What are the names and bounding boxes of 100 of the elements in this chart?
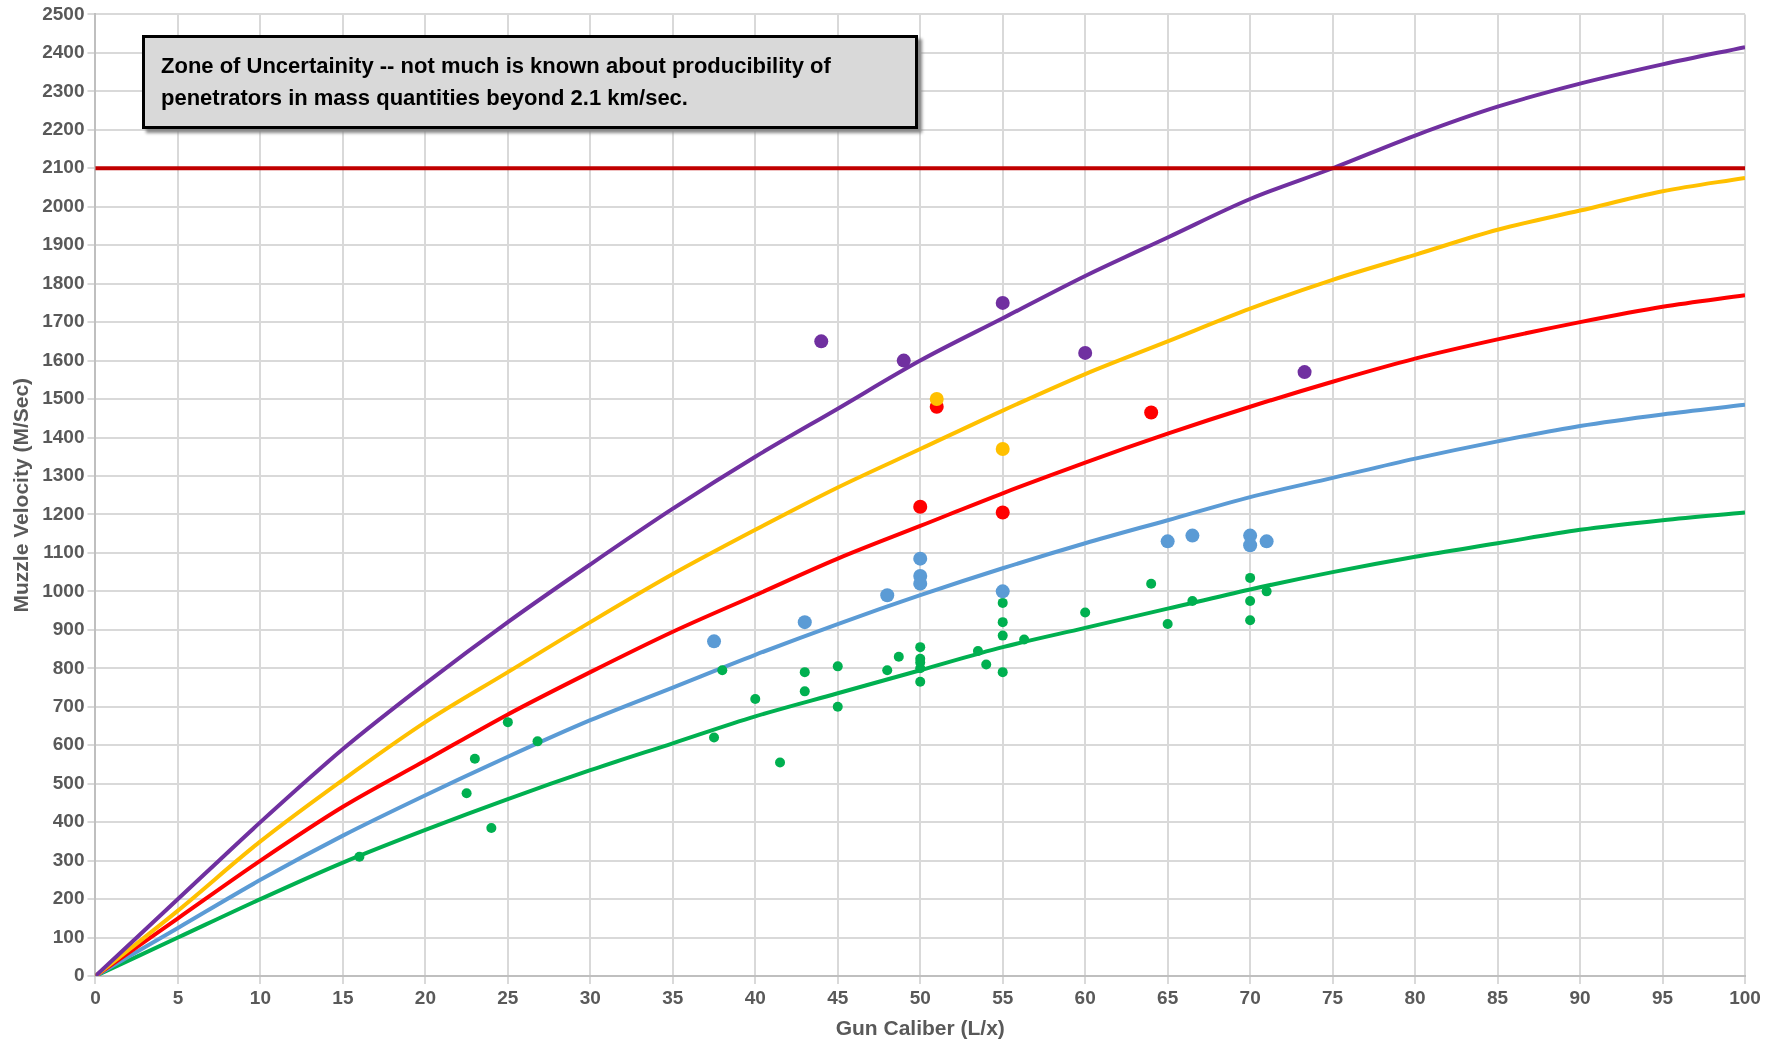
point (814, 334, 829, 349)
y-tick-label: 0 (73, 964, 85, 986)
point (882, 665, 893, 676)
y-tick-label: 2500 (42, 2, 85, 24)
point (799, 686, 810, 697)
y-tick-label: 1100 (43, 541, 85, 563)
y-tick-label: 1800 (42, 271, 85, 293)
point (1245, 615, 1256, 626)
point (1187, 595, 1198, 606)
y-tick-label: 500 (52, 771, 85, 793)
x-tick-label: 60 (1074, 986, 1096, 1008)
point (832, 701, 843, 712)
point (893, 651, 904, 662)
x-tick-label: 95 (1651, 986, 1674, 1008)
point (913, 551, 928, 566)
y-tick-label: 1900 (42, 233, 85, 255)
y-tick-label: 2100 (42, 156, 85, 178)
point (1259, 534, 1274, 549)
point (750, 694, 761, 705)
point (832, 661, 843, 672)
point (997, 597, 1008, 608)
point (502, 717, 513, 728)
x-tick-label: 55 (992, 986, 1014, 1008)
x-tick-label: 90 (1569, 986, 1591, 1008)
point (997, 617, 1008, 628)
x-tick-label: 15 (332, 986, 354, 1008)
point (1245, 572, 1256, 583)
point (995, 295, 1010, 310)
point (1297, 365, 1312, 380)
x-tick-label: 85 (1487, 986, 1509, 1008)
point (972, 645, 983, 656)
point (997, 667, 1008, 678)
y-tick-label: 700 (52, 694, 85, 716)
text-box: Zone of Uncertainity -- not much is known about producibility of penetrators in mass quantities beyond 2.1 km/sec. (142, 35, 918, 129)
point (1185, 528, 1200, 543)
point (997, 630, 1008, 641)
point (354, 851, 365, 862)
point (797, 615, 812, 630)
y-tick-label: 1000 (42, 579, 85, 601)
y-tick-label: 900 (52, 618, 85, 640)
y-axis-title: Muzzle Velocity (M/Sec) (9, 377, 33, 613)
y-tick-label: 2300 (42, 79, 85, 101)
x-tick-label: 70 (1239, 986, 1261, 1008)
y-tick-label: 1400 (42, 425, 85, 447)
point (775, 757, 786, 768)
y-tick-label: 800 (52, 656, 85, 678)
x-tick-label: 20 (414, 986, 436, 1008)
point (896, 353, 911, 368)
point (469, 753, 480, 764)
point (1144, 405, 1159, 420)
y-tick-label: 2000 (42, 194, 85, 216)
x-tick-label: 35 (662, 986, 684, 1008)
point (915, 676, 926, 687)
x-tick-label: 0 (90, 986, 101, 1008)
y-tick-label: 1200 (42, 502, 85, 524)
point (486, 822, 497, 833)
y-tick-label: 600 (52, 733, 85, 755)
point (1162, 619, 1173, 630)
x-tick-label: 10 (249, 986, 271, 1008)
x-tick-label: 45 (827, 986, 849, 1008)
y-tick-label: 300 (52, 848, 85, 870)
point (1146, 578, 1157, 589)
point (929, 392, 944, 407)
y-tick-label: 1700 (42, 310, 85, 332)
point (981, 659, 992, 670)
point (1245, 595, 1256, 606)
x-axis-title: Gun Caliber (L/x) (835, 1016, 1005, 1040)
y-tick-label: 400 (52, 810, 85, 832)
point (1243, 538, 1258, 553)
point (709, 732, 720, 743)
point (461, 788, 472, 799)
point (1080, 607, 1091, 618)
x-tick-label: 100 (1729, 986, 1761, 1008)
point (1078, 345, 1093, 360)
y-tick-label: 100 (52, 925, 85, 947)
point (1261, 586, 1272, 597)
point (1160, 534, 1175, 549)
point (717, 665, 728, 676)
point (995, 584, 1010, 599)
x-tick-label: 40 (744, 986, 766, 1008)
point (915, 642, 926, 653)
x-tick-label: 65 (1157, 986, 1179, 1008)
y-tick-label: 1600 (42, 348, 85, 370)
point (707, 634, 722, 649)
x-tick-label: 80 (1404, 986, 1426, 1008)
point (1019, 634, 1030, 645)
point (880, 588, 895, 603)
point (799, 667, 810, 678)
y-tick-label: 2200 (42, 118, 85, 140)
y-tick-label: 2400 (42, 41, 85, 63)
y-tick-label: 1500 (42, 387, 85, 409)
point (995, 442, 1010, 457)
point (995, 505, 1010, 520)
y-tick-label: 200 (52, 887, 85, 909)
x-tick-label: 25 (497, 986, 519, 1008)
x-tick-label: 5 (172, 986, 184, 1008)
point (913, 499, 928, 514)
x-tick-label: 75 (1322, 986, 1344, 1008)
point (532, 736, 543, 747)
y-tick-label: 1300 (42, 464, 85, 486)
